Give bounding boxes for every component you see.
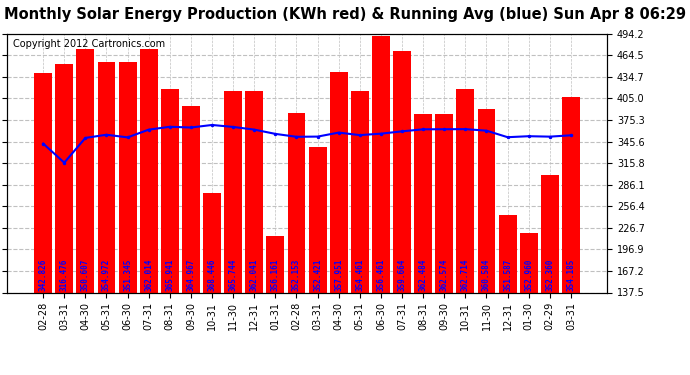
Text: 354.461: 354.461 [355, 259, 364, 291]
Bar [161, 89, 179, 375]
Bar [182, 106, 200, 375]
Bar [203, 193, 221, 375]
Bar [372, 36, 390, 375]
Bar [97, 62, 115, 375]
Text: 352.153: 352.153 [292, 259, 301, 291]
Text: 359.664: 359.664 [397, 259, 406, 291]
Bar [119, 62, 137, 375]
Bar [477, 110, 495, 375]
Text: 352.421: 352.421 [313, 259, 322, 291]
Text: 362.041: 362.041 [250, 259, 259, 291]
Text: 351.587: 351.587 [503, 259, 512, 291]
Bar [246, 91, 264, 375]
Text: 362.574: 362.574 [440, 259, 449, 291]
Text: 352.360: 352.360 [545, 259, 554, 291]
Text: 316.476: 316.476 [60, 259, 69, 291]
Text: 350.607: 350.607 [81, 259, 90, 291]
Text: 354.185: 354.185 [566, 259, 575, 291]
Bar [520, 232, 538, 375]
Bar [266, 236, 284, 375]
Text: 364.967: 364.967 [186, 259, 195, 291]
Text: 362.714: 362.714 [461, 259, 470, 291]
Bar [77, 49, 95, 375]
Text: 365.744: 365.744 [228, 259, 237, 291]
Bar [435, 114, 453, 375]
Bar [541, 175, 559, 375]
Bar [351, 91, 368, 375]
Bar [224, 91, 242, 375]
Text: 368.446: 368.446 [208, 259, 217, 291]
Text: 360.584: 360.584 [482, 259, 491, 291]
Text: Monthly Solar Energy Production (KWh red) & Running Avg (blue) Sun Apr 8 06:29: Monthly Solar Energy Production (KWh red… [4, 8, 686, 22]
Bar [499, 214, 517, 375]
Text: 362.484: 362.484 [419, 259, 428, 291]
Bar [288, 113, 306, 375]
Text: 342.826: 342.826 [39, 259, 48, 291]
Bar [393, 51, 411, 375]
Text: Copyright 2012 Cartronics.com: Copyright 2012 Cartronics.com [13, 39, 165, 49]
Text: 351.345: 351.345 [123, 259, 132, 291]
Text: 362.014: 362.014 [144, 259, 153, 291]
Bar [34, 73, 52, 375]
Text: 354.972: 354.972 [102, 259, 111, 291]
Text: 356.161: 356.161 [271, 259, 280, 291]
Bar [55, 64, 73, 375]
Text: 356.461: 356.461 [377, 259, 386, 291]
Text: 357.951: 357.951 [334, 259, 343, 291]
Bar [140, 49, 158, 375]
Text: 365.941: 365.941 [166, 259, 175, 291]
Bar [456, 89, 474, 375]
Bar [330, 72, 348, 375]
Bar [308, 147, 326, 375]
Bar [562, 97, 580, 375]
Bar [414, 114, 432, 375]
Text: 352.960: 352.960 [524, 259, 533, 291]
